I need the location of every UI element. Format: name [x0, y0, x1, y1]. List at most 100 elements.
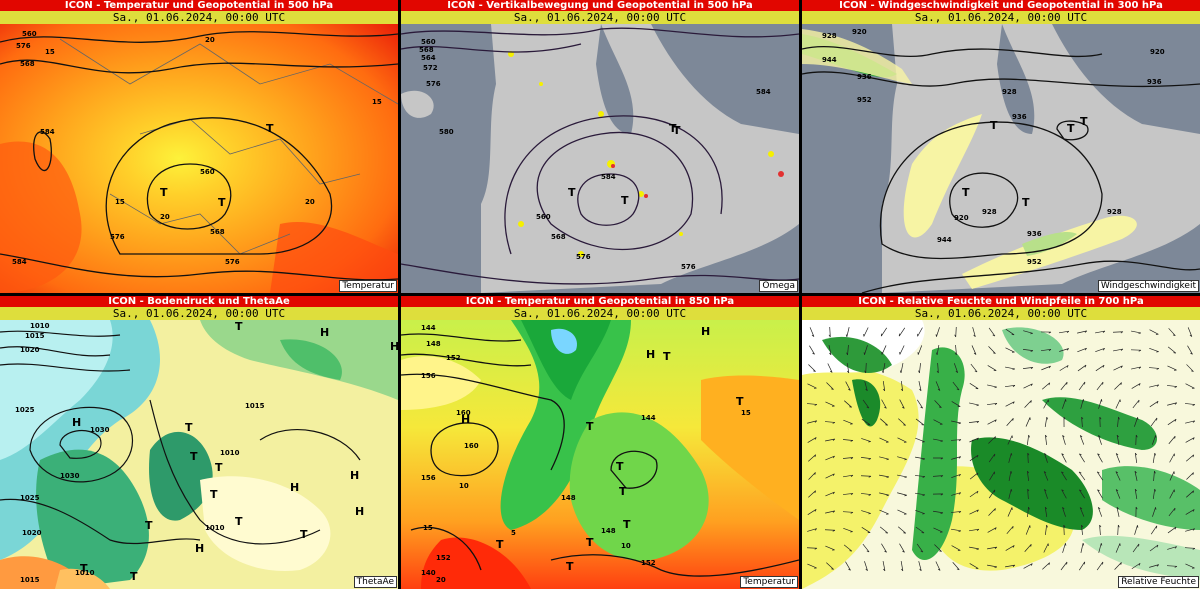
panel-pressure-thetae[interactable]: ICON - Bodendruck und ThetaAe Sa., 01.06… — [0, 296, 398, 589]
wind-arrow — [1113, 365, 1123, 371]
wind-arrow — [1023, 563, 1033, 569]
wind-arrow — [900, 380, 903, 392]
pressure-system-label: H — [195, 542, 204, 555]
contour-label: 576 — [16, 42, 31, 50]
wind-arrow — [951, 473, 961, 479]
wind-arrow — [1099, 524, 1102, 536]
wind-arrow — [1168, 507, 1176, 517]
contour-label: 10 — [459, 482, 469, 490]
wind-arrow — [934, 400, 942, 408]
wind-arrow — [809, 345, 815, 355]
pressure-system-label: H — [72, 416, 81, 429]
wind-arrow — [918, 561, 922, 572]
wind-arrow — [917, 327, 923, 337]
wind-arrow — [825, 438, 836, 442]
wind-arrow — [846, 363, 850, 374]
wind-arrow — [1081, 416, 1084, 428]
wind-arrow — [1131, 383, 1141, 389]
wind-arrow — [1130, 349, 1142, 352]
wind-arrow — [915, 418, 925, 426]
wind-arrow — [933, 438, 944, 443]
contour-label: 936 — [1147, 78, 1162, 86]
wind-arrow — [843, 474, 854, 478]
wind-arrow — [1040, 348, 1052, 352]
wind-arrow — [806, 547, 818, 550]
wind-arrow — [1061, 453, 1067, 463]
wind-arrow — [1059, 348, 1070, 352]
wind-arrow — [954, 326, 957, 338]
wind-arrow — [1023, 330, 1033, 335]
wind-arrow — [1115, 489, 1121, 499]
wind-arrow — [861, 510, 871, 515]
wind-arrow — [860, 457, 872, 460]
wind-arrow — [1152, 507, 1157, 517]
panel-title: ICON - Temperatur und Geopotential in 50… — [0, 0, 398, 11]
wind-arrow — [1185, 383, 1195, 389]
wind-arrow — [1078, 561, 1086, 571]
wind-arrow — [879, 492, 889, 497]
wind-arrow — [808, 490, 817, 498]
wind-arrow — [1043, 399, 1049, 409]
contour-label: 15 — [115, 198, 125, 206]
wind-arrow — [1115, 399, 1121, 409]
panel-humidity-700hpa[interactable]: ICON - Relative Feuchte und Windpfeile i… — [802, 296, 1200, 589]
panel-temp-500hpa[interactable]: ICON - Temperatur und Geopotential in 50… — [0, 0, 398, 293]
wind-arrow — [808, 454, 817, 462]
contour-label: 920 — [1150, 48, 1165, 56]
panel-wind-300hpa[interactable]: ICON - Windgeschwindigkeit und Geopotent… — [802, 0, 1200, 293]
pressure-system-label: T — [962, 186, 970, 199]
wind-arrow — [932, 493, 944, 496]
wind-arrow — [861, 527, 871, 534]
contour-label: 928 — [1107, 208, 1122, 216]
wind-arrow — [915, 492, 926, 496]
contour-label: 576 — [110, 233, 125, 241]
contour-label: 936 — [1027, 230, 1042, 238]
wind-arrow — [1115, 471, 1121, 481]
panel-temp-850hpa[interactable]: ICON - Temperatur und Geopotential in 85… — [401, 296, 799, 589]
wind-arrow — [1078, 381, 1086, 391]
wind-arrow — [1096, 561, 1104, 571]
contour-label: 144 — [641, 414, 656, 422]
wind-arrow — [1134, 470, 1138, 481]
humidity-700-map — [802, 320, 1200, 589]
wind-arrow — [1040, 331, 1052, 334]
panel-date: Sa., 01.06.2024, 00:00 UTC — [0, 11, 398, 24]
wind-arrow — [934, 544, 942, 552]
wind-arrow — [1116, 506, 1120, 517]
wind-arrow — [1184, 403, 1196, 406]
wind-arrow — [1184, 547, 1196, 550]
wind-arrow — [933, 527, 943, 533]
wind-arrow — [918, 381, 922, 392]
wind-arrow — [935, 345, 940, 356]
panel-omega-500hpa[interactable]: ICON - Vertikalbewegung und Geopotential… — [401, 0, 799, 293]
contour-label: 140 — [421, 569, 436, 577]
wind-arrow — [951, 456, 962, 460]
wind-arrow — [1187, 327, 1193, 337]
wind-arrow — [879, 474, 890, 479]
contour-label: 15 — [372, 98, 382, 106]
wind-arrow — [1062, 543, 1067, 553]
contour-label: 576 — [426, 80, 441, 88]
wind-arrow — [1116, 434, 1120, 445]
wind-arrow — [1006, 525, 1014, 535]
wind-arrow — [1008, 453, 1013, 463]
contour-label: 936 — [857, 73, 872, 81]
panel-title: ICON - Windgeschwindigkeit und Geopotent… — [802, 0, 1200, 11]
wind-arrow — [988, 327, 996, 337]
contour-label: 20 — [160, 213, 170, 221]
wind-arrow — [825, 473, 835, 479]
pressure-system-label: T — [1067, 122, 1075, 135]
temp-500-map: 560576568584576560568576584201515202015 … — [0, 24, 398, 293]
contour-label: 928 — [1002, 88, 1017, 96]
wind-arrow — [1096, 381, 1104, 391]
wind-arrow — [844, 400, 852, 408]
pressure-system-label: T — [145, 519, 153, 532]
wind-arrow — [1096, 471, 1104, 481]
contour-label: 584 — [12, 258, 27, 266]
wind-arrow — [914, 475, 926, 478]
wind-arrow — [1077, 364, 1087, 372]
panel-date: Sa., 01.06.2024, 00:00 UTC — [0, 307, 398, 320]
layer-tag: ThetaAe — [353, 576, 397, 588]
